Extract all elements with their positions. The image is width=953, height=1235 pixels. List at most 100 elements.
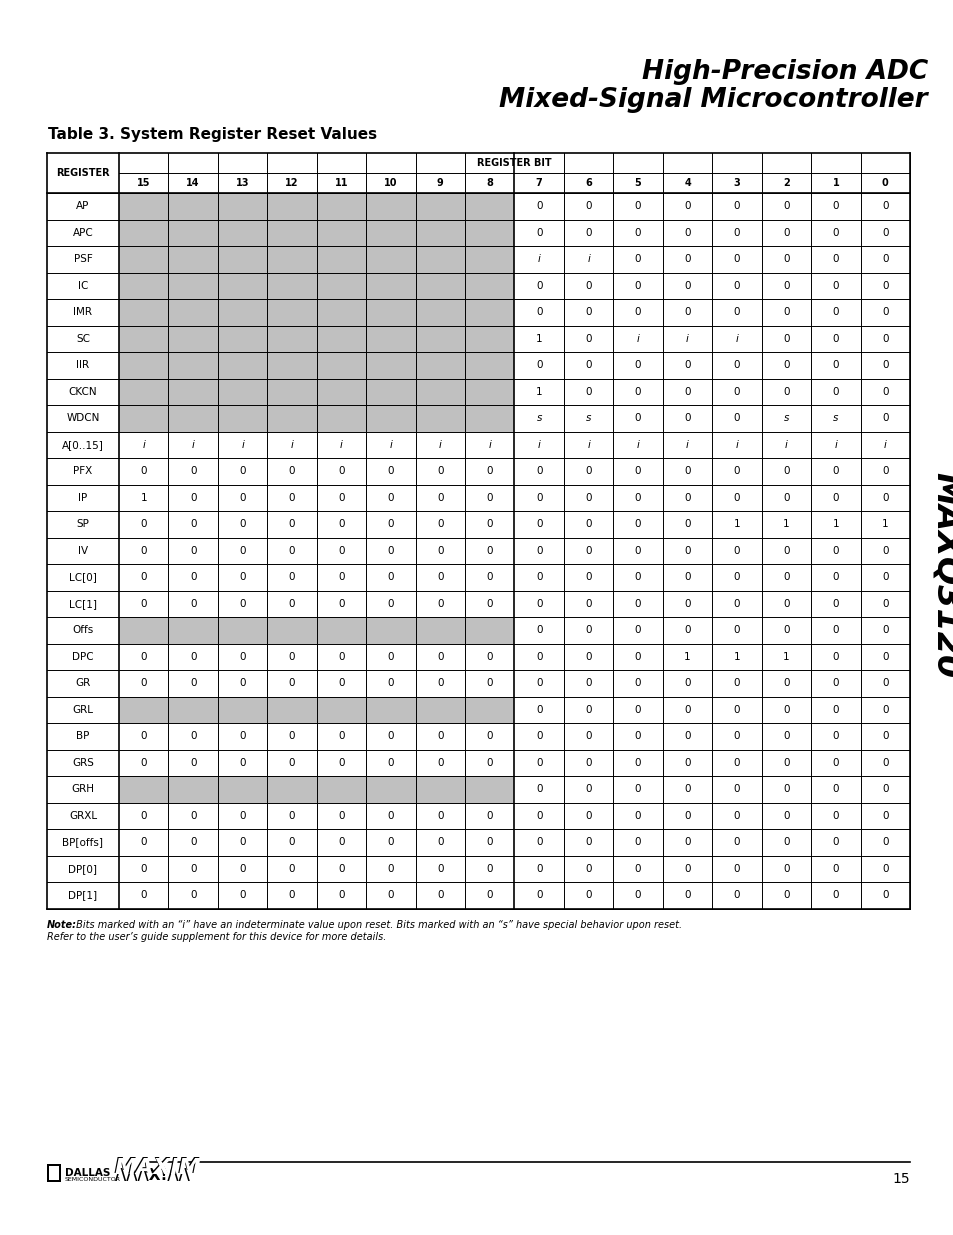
Text: GRXL: GRXL	[69, 810, 97, 821]
Text: 0: 0	[387, 546, 394, 556]
Text: 0: 0	[536, 201, 542, 211]
Text: Bits marked with an “i” have an indeterminate value upon reset. Bits marked with: Bits marked with an “i” have an indeterm…	[73, 920, 681, 930]
Text: 0: 0	[338, 810, 344, 821]
Text: 0: 0	[536, 467, 542, 477]
Text: 0: 0	[486, 546, 493, 556]
Text: 0: 0	[832, 837, 839, 847]
Text: 0: 0	[634, 599, 640, 609]
Text: 0: 0	[733, 863, 740, 873]
Text: 0: 0	[140, 758, 147, 768]
Text: LC[1]: LC[1]	[69, 599, 97, 609]
Text: 0: 0	[733, 784, 740, 794]
Text: 13: 13	[235, 178, 249, 188]
Text: 0: 0	[436, 890, 443, 900]
Text: 0: 0	[683, 308, 690, 317]
Text: 0: 0	[486, 731, 493, 741]
Text: 0: 0	[832, 387, 839, 396]
Text: 1: 1	[832, 519, 839, 530]
Text: 0: 0	[733, 572, 740, 582]
Text: 0: 0	[634, 731, 640, 741]
Text: 0: 0	[190, 493, 196, 503]
Text: 0: 0	[387, 572, 394, 582]
Text: 0: 0	[289, 678, 295, 688]
Text: 6: 6	[585, 178, 592, 188]
Text: 0: 0	[882, 652, 887, 662]
Text: 0: 0	[585, 493, 591, 503]
Text: 0: 0	[239, 731, 246, 741]
Text: IC: IC	[78, 280, 88, 290]
Text: 0: 0	[882, 837, 887, 847]
Text: 0: 0	[683, 678, 690, 688]
Text: 12: 12	[285, 178, 298, 188]
Text: 0: 0	[536, 308, 542, 317]
Text: 0: 0	[683, 705, 690, 715]
Text: 0: 0	[832, 890, 839, 900]
Text: 0: 0	[585, 333, 591, 343]
Text: 0: 0	[190, 758, 196, 768]
Text: Table 3. System Register Reset Values: Table 3. System Register Reset Values	[48, 127, 376, 142]
Text: REGISTER: REGISTER	[56, 168, 110, 178]
Text: 1: 1	[733, 652, 740, 662]
Text: 0: 0	[882, 572, 887, 582]
Text: 0: 0	[882, 467, 887, 477]
Text: 0: 0	[436, 467, 443, 477]
Text: 0: 0	[338, 890, 344, 900]
Text: 0: 0	[683, 890, 690, 900]
Bar	[49, 1166, 59, 1179]
Text: REGISTER BIT: REGISTER BIT	[476, 158, 551, 168]
Text: 14: 14	[186, 178, 200, 188]
Text: 0: 0	[882, 625, 887, 635]
Text: 0: 0	[338, 467, 344, 477]
Text: i: i	[735, 440, 738, 450]
Text: IV: IV	[78, 546, 88, 556]
Text: i: i	[537, 440, 540, 450]
Text: WDCN: WDCN	[67, 414, 99, 424]
Text: DP[0]: DP[0]	[69, 863, 97, 873]
Text: 0: 0	[436, 546, 443, 556]
Bar	[119, 273, 514, 299]
Text: 0: 0	[536, 519, 542, 530]
Text: 0: 0	[239, 467, 246, 477]
Text: 0: 0	[733, 308, 740, 317]
Text: i: i	[834, 440, 837, 450]
Text: 0: 0	[782, 227, 789, 238]
Text: 0: 0	[486, 810, 493, 821]
Text: 1: 1	[733, 519, 740, 530]
Text: 0: 0	[585, 599, 591, 609]
Text: 0: 0	[436, 758, 443, 768]
Text: 0: 0	[536, 784, 542, 794]
Text: 0: 0	[436, 837, 443, 847]
Text: 3: 3	[733, 178, 740, 188]
Text: 0: 0	[387, 519, 394, 530]
Text: 0: 0	[338, 493, 344, 503]
Text: 0: 0	[536, 731, 542, 741]
Text: 0: 0	[782, 467, 789, 477]
Bar	[119, 776, 514, 803]
Text: 0: 0	[882, 863, 887, 873]
Text: i: i	[142, 440, 145, 450]
Text: 0: 0	[585, 467, 591, 477]
Text: 0: 0	[289, 837, 295, 847]
Text: 0: 0	[733, 227, 740, 238]
Text: 0: 0	[190, 467, 196, 477]
Text: 0: 0	[832, 705, 839, 715]
Text: 0: 0	[585, 361, 591, 370]
Text: 0: 0	[190, 837, 196, 847]
Text: 0: 0	[140, 863, 147, 873]
Text: 0: 0	[882, 227, 887, 238]
Text: 0: 0	[239, 810, 246, 821]
Text: 0: 0	[486, 519, 493, 530]
Text: i: i	[241, 440, 244, 450]
Text: 0: 0	[338, 519, 344, 530]
Text: 0: 0	[634, 387, 640, 396]
Text: 0: 0	[832, 652, 839, 662]
Text: 0: 0	[536, 572, 542, 582]
Text: 0: 0	[289, 572, 295, 582]
Text: 0: 0	[683, 254, 690, 264]
Text: BP[offs]: BP[offs]	[63, 837, 103, 847]
Text: 0: 0	[436, 863, 443, 873]
Text: 0: 0	[289, 731, 295, 741]
Text: 0: 0	[683, 201, 690, 211]
Text: 0: 0	[387, 890, 394, 900]
Text: 0: 0	[634, 784, 640, 794]
